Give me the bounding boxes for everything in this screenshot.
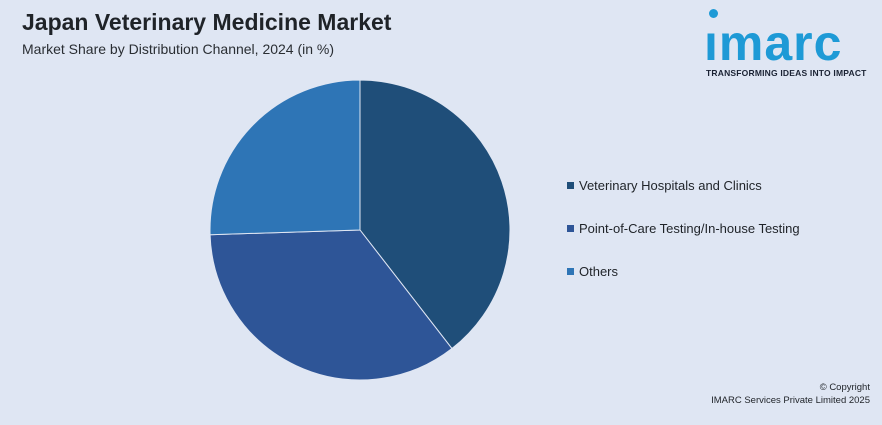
pie-slice-0 (359, 79, 511, 350)
copyright-notice: © Copyright IMARC Services Private Limit… (711, 381, 870, 407)
chart-legend: Veterinary Hospitals and Clinics Point-of… (567, 177, 800, 306)
logo-wordmark: ımarc (704, 15, 843, 71)
legend-item-1: Point-of-Care Testing/In-house Testing (567, 220, 800, 236)
chart-title: Japan Veterinary Medicine Market (22, 9, 392, 35)
chart-subtitle: Market Share by Distribution Channel, 20… (22, 41, 335, 57)
imarc-logo: ımarc TRANSFORMING IDEAS INTO IMPACT (704, 6, 874, 80)
legend-swatch-0 (567, 181, 574, 189)
copyright-line-1: © Copyright (819, 382, 870, 393)
legend-label-1: Point-of-Care Testing/In-house Testing (579, 220, 800, 236)
logo-dot-icon (709, 9, 718, 18)
logo-tagline: TRANSFORMING IDEAS INTO IMPACT (706, 68, 867, 78)
pie-slice-1 (209, 229, 453, 381)
legend-swatch-1 (567, 224, 574, 232)
legend-swatch-2 (567, 267, 574, 275)
pie-chart (209, 79, 511, 381)
copyright-line-2: IMARC Services Private Limited 2025 (711, 395, 870, 406)
legend-label-0: Veterinary Hospitals and Clinics (579, 177, 762, 193)
legend-label-2: Others (579, 263, 619, 279)
legend-item-0: Veterinary Hospitals and Clinics (567, 177, 800, 193)
legend-item-2: Others (567, 263, 800, 279)
pie-slice-2 (209, 79, 361, 236)
